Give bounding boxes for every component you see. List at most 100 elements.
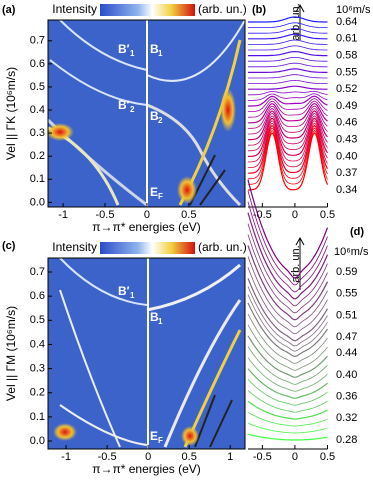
curve-label: 0.55 — [336, 66, 357, 78]
heatmap-c — [47, 257, 246, 450]
spectrum-minor — [248, 120, 328, 163]
curve-label: 0.61 — [336, 33, 357, 45]
curve-label: 0.28 — [336, 434, 357, 446]
spectrum-minor — [247, 357, 328, 392]
annotation: B — [150, 109, 159, 123]
y-tick-label: 0.7 — [30, 266, 45, 278]
x-tick-label: -0.5 — [96, 209, 115, 221]
annotation-sub: 1 — [130, 291, 135, 300]
x-tick-label: -1 — [61, 451, 71, 463]
y-tick-label: 0.6 — [30, 290, 45, 302]
curve-label: 0.44 — [336, 347, 357, 359]
curve-label: 0.64 — [336, 16, 357, 28]
panel-label: (d) — [350, 226, 364, 238]
y-tick-label: 0.5 — [30, 314, 45, 326]
x-tick-label: -0.5 — [98, 451, 117, 463]
y-tick-label: 0.6 — [30, 58, 45, 70]
annotation-sub: 2 — [158, 116, 163, 125]
spectrum-minor — [247, 412, 328, 427]
annotation: B — [150, 310, 159, 324]
spectrum — [247, 433, 328, 441]
spectrum — [248, 51, 328, 57]
curve-label: 0.58 — [336, 50, 357, 62]
y-tick-label: 0.0 — [30, 196, 45, 208]
colorbar-unit: (arb. un.) — [198, 2, 247, 16]
spectrum-minor — [248, 129, 328, 185]
colorbar-label: Intensity — [52, 240, 97, 254]
annotation: B′ — [118, 42, 130, 56]
spectrum-minor — [248, 93, 328, 101]
y-tick-label: 0.4 — [30, 104, 45, 116]
colorbar — [100, 242, 195, 254]
spectrum-minor — [248, 28, 328, 34]
curve-label: 0.43 — [336, 134, 357, 146]
y-axis-label: arb. un. — [290, 3, 302, 40]
x-axis-label: π→π* energies (eV) — [92, 462, 201, 476]
colorbar — [100, 4, 195, 16]
spectrum — [248, 117, 329, 157]
annotation-sub: 1 — [158, 317, 163, 326]
curve-label: 0.51 — [336, 309, 357, 321]
spectrum-minor — [247, 379, 328, 406]
spectrum-minor — [248, 105, 328, 129]
x-tick-label: 0.5 — [320, 451, 335, 463]
x-tick-label: 0 — [144, 209, 150, 221]
curve-label: 0.49 — [336, 100, 357, 112]
y-tick-label: 0.2 — [30, 387, 45, 399]
arrow — [295, 236, 305, 290]
spectrum-minor — [248, 57, 328, 62]
y-tick-label: 0.2 — [30, 150, 45, 162]
annotation: E — [150, 429, 158, 443]
spectrum — [248, 95, 328, 107]
colorbar-label: Intensity — [52, 2, 97, 16]
spectrum — [248, 68, 328, 73]
spectrum-minor — [247, 286, 328, 347]
unit-label: 10⁶m/s — [336, 4, 371, 16]
spectrum-minor — [248, 115, 328, 152]
spectrum-minor — [248, 74, 328, 79]
spectrum-minor — [247, 390, 328, 413]
spectrum — [247, 278, 329, 342]
y-tick-label: 0.4 — [30, 338, 45, 350]
spectrum-minor — [248, 108, 328, 135]
spectrum-minor — [247, 346, 328, 385]
spectrum — [247, 400, 328, 420]
spectrum — [247, 245, 329, 321]
spectrum-minor — [247, 234, 328, 314]
curve-label: 0.40 — [336, 369, 357, 381]
spectrum-minor — [247, 201, 328, 293]
colorbar-unit: (arb. un.) — [198, 240, 247, 254]
spectrum-minor — [248, 22, 328, 28]
y-tick-label: 0.1 — [30, 173, 45, 185]
x-tick-label: -0.5 — [253, 209, 272, 221]
curve-label: 0.52 — [336, 83, 357, 95]
spectrum — [247, 335, 328, 378]
x-tick-label: -1 — [58, 209, 68, 221]
annotation: E — [150, 185, 158, 199]
spectrum-minor — [247, 313, 328, 364]
spectrum-minor — [247, 294, 328, 352]
y-axis-label: arb. un. — [290, 245, 302, 282]
curve-label: 0.55 — [336, 288, 357, 300]
curve-label: 0.59 — [336, 266, 357, 278]
spectrum-minor — [248, 79, 328, 84]
spectrum — [248, 110, 328, 141]
y-axis-label: Vel || ΓM (10⁶m/s) — [4, 306, 18, 401]
unit-label: 10⁶m/s — [334, 246, 369, 258]
y-tick-label: 0.7 — [30, 35, 45, 47]
curve-label: 0.36 — [336, 391, 357, 403]
spectrum — [248, 16, 328, 23]
spectrum-minor — [248, 45, 328, 51]
spectrum — [248, 102, 328, 124]
x-tick-label: 0.5 — [182, 451, 197, 463]
spectrum-minor — [248, 62, 328, 68]
spectrum — [247, 179, 329, 279]
x-tick-label: 0.5 — [181, 209, 196, 221]
x-axis-label: π→π* energies (eV) — [92, 220, 201, 234]
annotation-sub: F — [158, 436, 163, 445]
y-tick-label: 0.1 — [30, 411, 45, 423]
x-tick-label: -0.5 — [253, 451, 272, 463]
y-tick-label: 0.5 — [30, 81, 45, 93]
curve-label: 0.37 — [336, 167, 357, 179]
